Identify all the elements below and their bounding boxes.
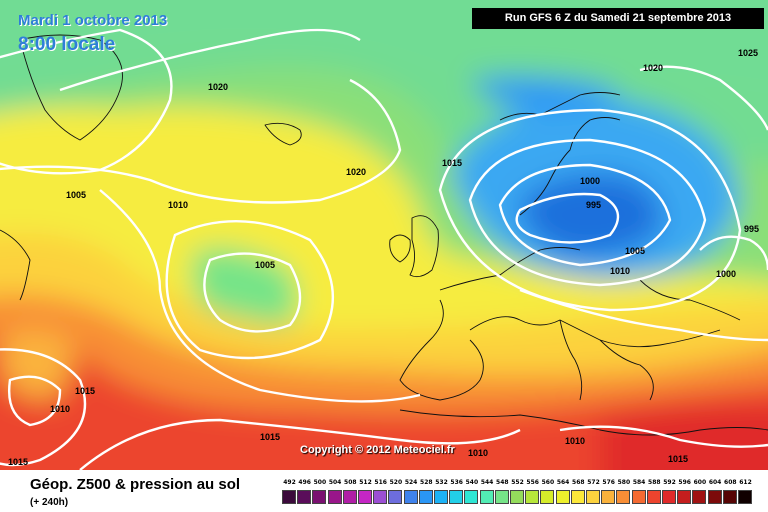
scale-value: 560	[541, 479, 555, 486]
scale-swatch	[631, 490, 646, 504]
scale-value: 520	[389, 479, 403, 486]
scale-swatch	[738, 490, 752, 504]
pressure-labels: 1020 1025 1015 1020 1005 1010 1020 1000 …	[8, 48, 759, 467]
scale-value: 508	[344, 479, 357, 486]
isobar-label: 1015	[75, 386, 95, 396]
scale-value: 544	[480, 479, 494, 486]
isobar-label: 1020	[643, 63, 663, 73]
scale-swatch	[327, 490, 342, 504]
scale-value: 492	[283, 479, 296, 486]
scale-value: 572	[587, 479, 600, 486]
scale-swatch	[662, 490, 676, 504]
isobar-label: 1020	[346, 167, 366, 177]
forecast-range: (+ 240h)	[30, 497, 69, 508]
scale-swatch	[449, 490, 464, 504]
isobar-label: 1015	[260, 432, 280, 442]
forecast-time: 8:00 locale	[18, 34, 116, 55]
scale-swatch	[312, 490, 327, 504]
isobar-label: 1005	[255, 260, 275, 270]
scale-swatch	[525, 490, 540, 504]
scale-value: 512	[359, 479, 372, 486]
coastlines	[0, 34, 768, 436]
scale-value: 568	[572, 479, 585, 486]
scale-value: 536	[450, 479, 463, 486]
copyright: Copyright © 2012 Meteociel.fr	[300, 444, 455, 456]
scale-swatch	[403, 490, 418, 504]
scale-swatch	[297, 490, 312, 504]
color-scale	[282, 490, 753, 504]
scale-swatch	[707, 490, 722, 504]
scale-swatch	[510, 490, 524, 504]
scale-swatch	[358, 490, 372, 504]
scale-value: 604	[708, 479, 722, 486]
isobar-label: 1000	[716, 269, 736, 279]
scale-swatch	[418, 490, 433, 504]
isobars	[0, 28, 768, 470]
scale-swatch	[722, 490, 737, 504]
scale-value: 596	[678, 479, 691, 486]
scale-value: 516	[374, 479, 387, 486]
scale-swatch	[342, 490, 357, 504]
scale-swatch	[692, 490, 707, 504]
scale-value: 504	[328, 479, 342, 486]
isobar-label: 1010	[168, 200, 188, 210]
scale-value: 556	[526, 479, 539, 486]
scale-value: 552	[511, 479, 524, 486]
scale-value: 528	[420, 479, 433, 486]
scale-value: 500	[313, 479, 327, 486]
forecast-date: Mardi 1 octobre 2013	[18, 12, 168, 29]
scale-value: 608	[724, 479, 737, 486]
isobar-label: 1005	[625, 246, 645, 256]
isobar-label: 1020	[208, 82, 228, 92]
scale-value: 584	[632, 479, 646, 486]
isobar-label: 1005	[66, 190, 86, 200]
scale-value: 548	[496, 479, 509, 486]
scale-swatch	[570, 490, 585, 504]
scale-swatch	[677, 490, 692, 504]
scale-swatch	[388, 490, 403, 504]
scale-value: 532	[435, 479, 448, 486]
scale-value: 600	[693, 479, 707, 486]
isobar-label: 1010	[468, 448, 488, 458]
scale-value: 540	[465, 479, 479, 486]
scale-value: 564	[556, 479, 570, 486]
scale-swatch	[601, 490, 616, 504]
scale-swatch	[479, 490, 494, 504]
scale-value: 524	[404, 479, 418, 486]
isobar-label: 1000	[580, 176, 600, 186]
scale-swatch	[464, 490, 479, 504]
scale-swatch	[540, 490, 555, 504]
isobar-label: 995	[586, 200, 601, 210]
scale-value: 580	[617, 479, 631, 486]
scale-swatch	[373, 490, 388, 504]
scale-value: 588	[648, 479, 661, 486]
isobar-label: 1010	[565, 436, 585, 446]
legend-bar: Géop. Z500 & pression au sol (+ 240h) 49…	[0, 470, 768, 512]
isobar-label: 1010	[610, 266, 630, 276]
scale-value: 496	[298, 479, 311, 486]
scale-swatch	[282, 490, 296, 504]
isobar-label: 1015	[442, 158, 462, 168]
isobar-label: 1010	[50, 404, 70, 414]
scale-value: 592	[663, 479, 676, 486]
color-scale-labels: 492 496 500 504 508 512 516 520 524 528 532 536 540 5…	[282, 479, 753, 489]
scale-value: 612	[739, 479, 752, 486]
scale-swatch	[586, 490, 600, 504]
map-title: Géop. Z500 & pression au sol	[30, 476, 241, 493]
scale-swatch	[494, 490, 509, 504]
scale-swatch	[434, 490, 448, 504]
isobar-label: 1015	[668, 454, 688, 464]
scale-swatch	[555, 490, 570, 504]
scale-value: 576	[602, 479, 615, 486]
weather-map: 1020 1025 1015 1020 1005 1010 1020 1000 …	[0, 0, 768, 470]
isobar-label: 1015	[8, 457, 28, 467]
run-info: Run GFS 6 Z du Samedi 21 septembre 2013	[472, 8, 764, 29]
scale-swatch	[646, 490, 661, 504]
isobar-label: 995	[744, 224, 759, 234]
scale-swatch	[616, 490, 631, 504]
geopotential-field	[0, 0, 768, 470]
isobar-label: 1025	[738, 48, 758, 58]
